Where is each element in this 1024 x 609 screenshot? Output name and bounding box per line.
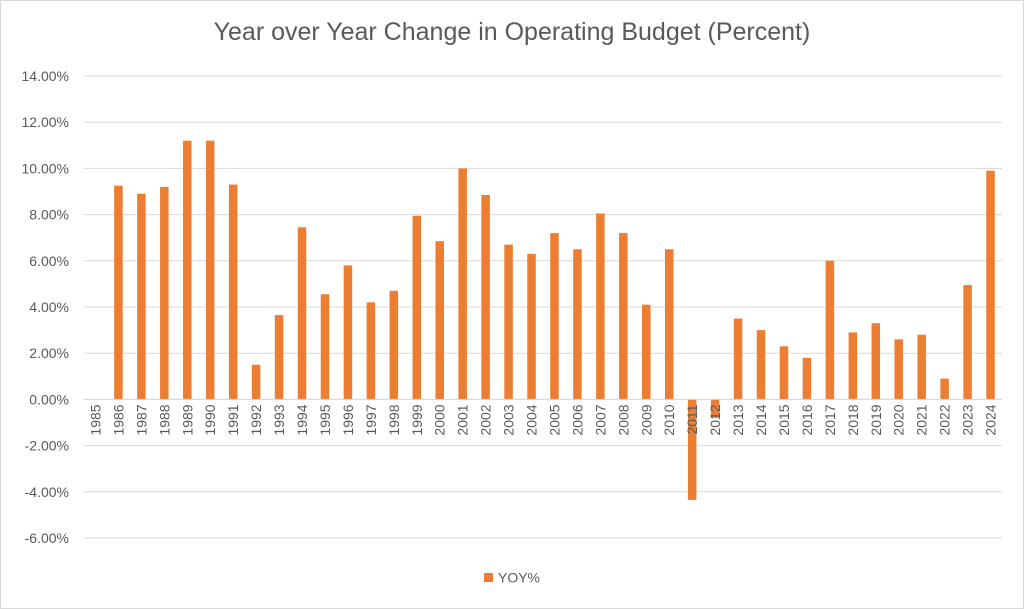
y-tick-label: -4.00% [25,484,69,500]
x-tick-label: 2012 [707,404,723,435]
x-tick-label: 1993 [271,404,287,435]
x-tick-label: 1997 [363,404,379,435]
bar-2002 [481,194,490,400]
bar-1991 [228,184,238,400]
y-tick-label: 8.00% [29,207,69,223]
x-tick-label: 1987 [133,404,149,435]
bar-1993 [274,315,284,400]
x-tick-label: 2014 [753,404,769,435]
bar-2000 [435,241,444,400]
x-tick-label: 2022 [937,404,953,435]
x-tick-label: 1995 [317,404,333,435]
x-tick-label: 1996 [340,404,356,435]
x-tick-label: 2020 [891,404,907,435]
bar-2001 [458,168,467,400]
x-tick-label: 1988 [156,404,172,435]
bar-2007 [596,213,605,400]
bar-1986 [114,185,123,400]
x-tick-label: 2003 [501,404,517,435]
x-tick-label: 2024 [983,404,999,435]
x-tick-label: 1985 [87,404,103,435]
x-tick-label: 2002 [478,404,494,435]
x-tick-label: 2013 [730,404,746,435]
x-tick-label: 2001 [455,404,471,435]
bar-1997 [366,302,376,400]
bar-1998 [389,290,399,400]
y-tick-label: -2.00% [25,438,69,454]
x-tick-label: 1989 [179,404,195,435]
x-tick-label: 1994 [294,404,310,435]
y-tick-label: 14.00% [22,68,69,84]
bar-2013 [733,318,743,400]
legend: YOY% [0,568,1024,585]
bar-2006 [573,249,582,400]
x-tick-label: 2018 [845,404,861,435]
x-tick-label: 2010 [661,404,677,435]
bar-1988 [160,186,169,400]
y-tick-label: 10.00% [22,160,69,176]
x-tick-label: 1986 [110,404,126,435]
x-tick-label: 2021 [914,404,930,435]
x-tick-label: 1990 [202,404,218,435]
x-tick-label: 2016 [799,404,815,435]
x-tick-label: 2006 [569,404,585,435]
y-tick-label: 6.00% [29,253,69,269]
bars [114,140,995,500]
x-tick-label: 2000 [432,404,448,435]
bar-2003 [504,244,513,400]
bar-2014 [756,330,766,400]
x-tick-label: 2017 [822,404,838,435]
x-tick-label: 2008 [615,404,631,435]
chart-title: Year over Year Change in Operating Budge… [213,18,811,46]
y-tick-label: 0.00% [29,391,69,407]
x-tick-label: 2019 [868,404,884,435]
y-tick-label: -6.00% [25,530,69,546]
x-tick-label: 2009 [638,404,654,435]
bar-2008 [619,233,628,400]
bar-1992 [251,364,261,400]
bar-2017 [825,260,835,400]
bar-2020 [894,339,903,400]
bar-1987 [137,193,146,400]
x-tick-label: 2011 [684,404,700,434]
bar-2024 [986,170,995,400]
y-tick-label: 2.00% [29,345,69,361]
bar-2009 [642,304,651,400]
x-tick-label: 1991 [225,404,241,435]
x-tick-label: 1998 [386,404,402,435]
x-tick-label: 2015 [776,404,792,435]
bar-1994 [297,227,307,400]
bar-2005 [550,233,559,400]
bar-2010 [664,249,674,400]
bar-2019 [871,323,881,400]
bar-1989 [183,140,192,400]
bar-1995 [320,294,330,400]
bar-2012 [710,399,720,418]
bar-1999 [412,215,422,400]
x-tick-label: 2023 [960,404,976,435]
bar-1990 [205,140,215,400]
gridlines [84,75,1002,539]
bar-2021 [917,334,926,400]
y-tick-label: 12.00% [22,114,69,130]
y-tick-label: 4.00% [29,299,69,315]
y-axis-tick-labels: -6.00% -4.00% -2.00% 0.00% 2.00% 4.00% 6.00% 8.… [22,68,69,546]
bar-1996 [343,265,353,400]
legend-swatch [483,572,493,582]
x-tick-label: 2007 [592,404,608,435]
bar-2016 [802,357,812,400]
x-tick-label: 2004 [524,404,540,435]
bar-2023 [963,285,972,400]
bar-2018 [848,332,858,400]
bar-2015 [779,346,789,400]
x-tick-label: 2005 [546,404,562,435]
legend-label-yoy: YOY% [497,569,540,586]
x-axis-tick-labels: 1985 1986 1987 1988 1989 1990 1991 1992 1993 1994… [87,404,998,435]
bar-2011 [687,399,697,500]
x-tick-label: 1992 [248,404,264,435]
bar-2004 [527,253,536,400]
x-tick-label: 1999 [409,404,425,435]
bar-2022 [940,378,949,400]
